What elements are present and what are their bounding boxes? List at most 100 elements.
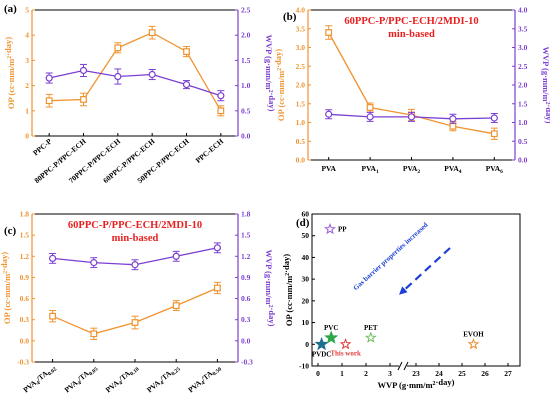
- point-pvc: [324, 330, 339, 344]
- annotation-text: Gas barrier properties increased: [352, 221, 430, 292]
- x-tick-label: PVA: [321, 164, 336, 173]
- left-tick-label: 3.0: [296, 43, 306, 52]
- panel-label: (b): [283, 11, 297, 23]
- y-tick-label: -10: [299, 362, 309, 371]
- point-pet: [364, 331, 377, 343]
- x-tick-label: PVA4/TA0.05: [63, 362, 100, 396]
- data-point-wvp: [114, 72, 122, 81]
- x-tick-label: PVA1: [361, 164, 378, 175]
- left-tick-label: -0.3: [17, 358, 29, 367]
- x-tick-label: 27: [504, 369, 512, 378]
- chart-title: 60PPC-P/PPC-ECH/2MDI-10: [344, 16, 478, 27]
- x-tick-label: 24: [435, 369, 443, 378]
- chart-panel-a: 0 1 2 3 4 5 0.0 0.5 1.0 1.5 2.0 2.5 OP (cc·mm/m2·day…: [3, 3, 277, 185]
- data-point-wvp: [366, 113, 374, 121]
- right-tick-label: 3.0: [518, 43, 528, 52]
- data-point-op: [45, 97, 53, 105]
- x-tick-label: PPC-P: [31, 136, 54, 157]
- axis-break-gap: [399, 362, 407, 370]
- series-line-left: [49, 31, 222, 112]
- data-point-op: [49, 312, 56, 320]
- right-axis-title: WVP (g·mm/m2·day): [541, 47, 550, 124]
- data-point-op: [325, 29, 333, 36]
- right-tick-label: 0.5: [518, 137, 528, 146]
- x-axis-title: WVP (g·mm/m2·day): [378, 377, 455, 390]
- y-tick-label: 0: [305, 340, 309, 349]
- right-axis-title: WVP (g·mm/m2·day): [264, 250, 277, 327]
- right-tick-label: 1.5: [241, 56, 251, 65]
- left-tick-label: 4: [25, 31, 29, 40]
- left-axis-title: OP (cc·mm/m2·day): [3, 37, 16, 109]
- data-point-wvp: [490, 114, 498, 122]
- left-axis-title: OP (cc·mm/m2·day): [0, 252, 12, 324]
- y-tick-label: 50: [302, 231, 310, 240]
- right-tick-label: 0.0: [518, 156, 528, 165]
- chart-panel-b: 0.0 0.5 1.0 1.5 2.0 2.5 3.0 3.5 4.0 0.0 0.5 1.0 1.5 2…: [273, 6, 550, 176]
- data-point-wvp: [217, 92, 225, 100]
- data-point-wvp: [45, 74, 53, 82]
- data-point-wvp: [182, 80, 191, 89]
- axis-break-slash: [403, 361, 409, 371]
- right-tick-label: 0.0: [241, 132, 251, 141]
- x-tick-label: 1: [340, 369, 344, 378]
- data-point-wvp: [90, 259, 98, 267]
- left-tick-label: 1.8: [20, 210, 30, 219]
- x-tick-label: 23: [412, 369, 420, 378]
- data-point-wvp: [131, 261, 139, 269]
- data-point-wvp: [325, 110, 333, 118]
- left-tick-label: 0.6: [20, 294, 30, 303]
- data-point-op: [214, 284, 221, 292]
- data-point-wvp: [449, 115, 457, 123]
- left-axis-title: OP (cc·mm/m2·day): [273, 49, 286, 121]
- y-tick-label: 40: [302, 253, 310, 262]
- arrow: [399, 247, 451, 295]
- left-tick-label: 1.2: [20, 252, 30, 261]
- x-tick-label: PVA6: [486, 164, 503, 175]
- right-tick-label: 1.5: [518, 99, 528, 108]
- right-tick-label: 0.3: [241, 315, 251, 324]
- right-tick-label: 1.0: [518, 118, 528, 127]
- data-point-op: [148, 29, 156, 37]
- point-this-work: [339, 338, 352, 350]
- data-point-wvp: [48, 254, 57, 262]
- left-tick-label: 3.5: [296, 24, 306, 33]
- right-tick-label: 1.8: [241, 210, 251, 219]
- left-tick-label: 0.3: [20, 315, 30, 324]
- series-line-right: [49, 69, 222, 97]
- left-tick-label: 1.5: [20, 231, 30, 240]
- x-tick-label: 26: [481, 369, 489, 378]
- y-tick-label: 60: [302, 210, 310, 219]
- data-point-op: [366, 104, 374, 111]
- x-tick-label: PVA4/TA0.02: [21, 362, 58, 396]
- left-tick-label: 3: [25, 56, 29, 65]
- left-tick-label: 5: [25, 6, 29, 15]
- point-label: PET: [364, 324, 378, 332]
- left-tick-label: 2.0: [296, 81, 306, 90]
- x-tick-label: 25: [458, 369, 466, 378]
- right-tick-label: 2.5: [518, 62, 528, 71]
- panel-label: (d): [296, 217, 310, 229]
- data-point-wvp: [213, 244, 221, 252]
- axis-break-slash: [397, 361, 403, 371]
- left-tick-label: 0.9: [20, 273, 30, 282]
- data-point-wvp: [148, 70, 156, 79]
- chart-subtitle: min-based: [388, 29, 435, 40]
- point-pp: [324, 222, 336, 235]
- right-tick-label: 2.5: [241, 6, 251, 15]
- x-tick-label: PVA4/TA0.10: [104, 362, 141, 396]
- chart-title: 60PPC-P/PPC-ECH/2MDI-10: [68, 220, 202, 231]
- right-axis-title: WVP (g·mm/m2·day): [264, 35, 277, 112]
- left-tick-label: 0.5: [296, 137, 306, 146]
- right-tick-label: -0.3: [241, 358, 253, 367]
- x-tick-label: PVA2: [403, 164, 420, 175]
- point-label: EVOH: [463, 330, 484, 338]
- data-point-op: [183, 48, 190, 55]
- point-label: PP: [338, 226, 347, 234]
- data-point-wvp: [172, 252, 180, 260]
- x-tick-label: 3: [388, 369, 392, 378]
- left-tick-label: 1: [25, 106, 29, 115]
- right-tick-label: 3.5: [518, 24, 528, 33]
- right-tick-label: 1.0: [241, 81, 251, 90]
